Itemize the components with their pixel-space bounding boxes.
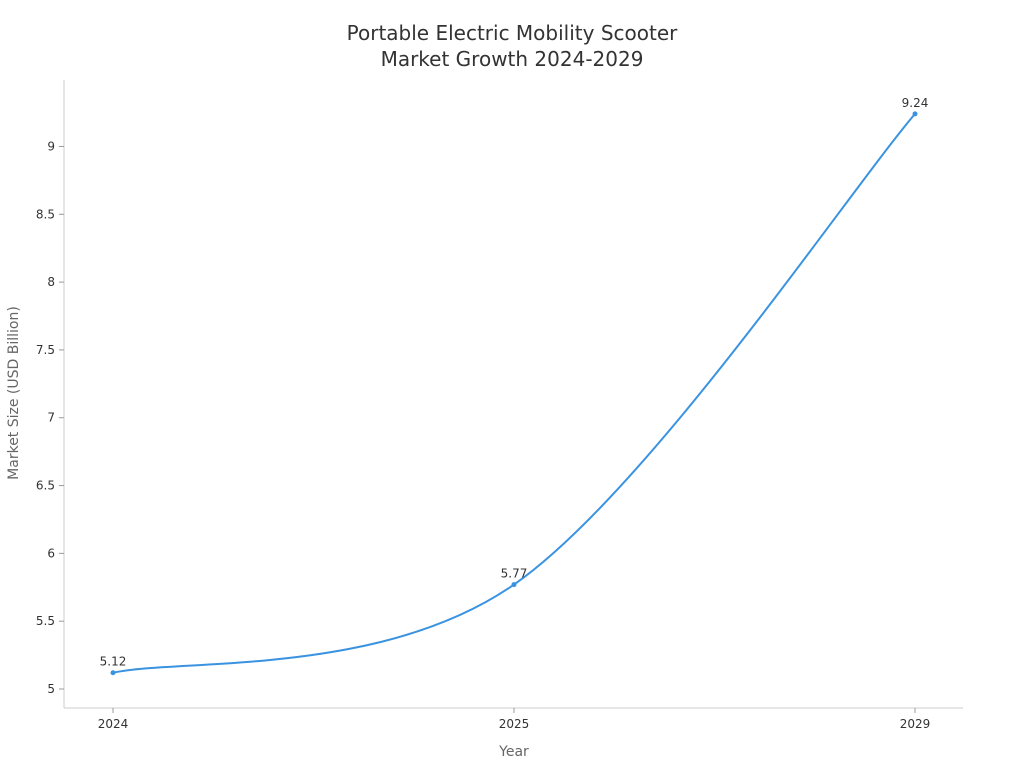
- chart-title-line-2: Market Growth 2024-2029: [381, 47, 644, 71]
- data-label: 9.24: [902, 96, 929, 110]
- y-tick-label: 5.5: [36, 614, 55, 628]
- data-label: 5.12: [100, 655, 127, 669]
- data-point: [511, 582, 517, 588]
- series-line: [112, 113, 916, 674]
- y-tick-label: 7: [47, 411, 55, 425]
- y-axis-ticks: 5 5.5 6 6.5 7 7.5 8 8.5 9: [36, 139, 64, 696]
- y-tick-label: 9: [47, 139, 55, 153]
- y-tick-label: 8: [47, 275, 55, 289]
- y-tick-label: 6.5: [36, 479, 55, 493]
- y-tick-label: 7.5: [36, 343, 55, 357]
- data-point: [110, 670, 116, 676]
- x-axis-title: Year: [498, 744, 529, 760]
- data-point: [912, 111, 918, 117]
- y-tick-label: 5: [47, 682, 55, 696]
- y-axis-title: Market Size (USD Billion): [6, 306, 22, 480]
- y-tick-label: 6: [47, 546, 55, 560]
- chart-title-line-1: Portable Electric Mobility Scooter: [347, 21, 678, 45]
- plot-area: 5.12 5.77 9.24: [100, 96, 929, 676]
- y-tick-label: 8.5: [36, 207, 55, 221]
- x-tick-label: 2024: [98, 717, 129, 731]
- x-axis-ticks: 2024 2025 2029: [98, 708, 931, 731]
- data-label: 5.77: [501, 567, 528, 581]
- x-tick-label: 2029: [900, 717, 931, 731]
- x-tick-label: 2025: [499, 717, 530, 731]
